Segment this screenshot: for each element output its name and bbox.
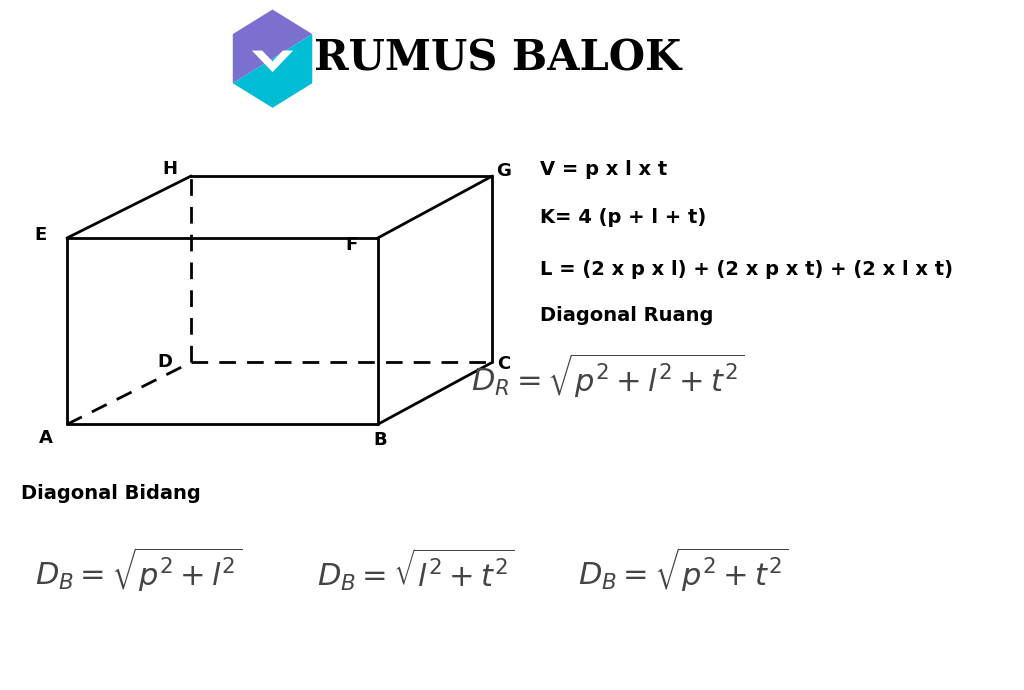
Text: A: A — [39, 429, 53, 447]
Text: H: H — [163, 160, 178, 178]
Polygon shape — [232, 34, 312, 108]
Text: G: G — [497, 162, 511, 180]
Text: $D_R = \sqrt{p^2 + l^2 + t^2}$: $D_R = \sqrt{p^2 + l^2 + t^2}$ — [471, 352, 743, 400]
Polygon shape — [252, 50, 293, 72]
Text: RUMUS BALOK: RUMUS BALOK — [313, 38, 681, 79]
Text: $D_B = \sqrt{p^2 + t^2}$: $D_B = \sqrt{p^2 + t^2}$ — [579, 545, 788, 593]
Text: D: D — [157, 353, 172, 371]
Text: F: F — [346, 236, 358, 254]
Text: $D_B = \sqrt{p^2 + l^2}$: $D_B = \sqrt{p^2 + l^2}$ — [35, 545, 243, 593]
Text: $D_B = \sqrt{l^2 + t^2}$: $D_B = \sqrt{l^2 + t^2}$ — [317, 546, 515, 593]
Text: K= 4 (p + l + t): K= 4 (p + l + t) — [541, 208, 707, 227]
Text: C: C — [498, 355, 511, 373]
Text: L = (2 x p x l) + (2 x p x t) + (2 x l x t): L = (2 x p x l) + (2 x p x t) + (2 x l x… — [541, 259, 953, 279]
Text: Diagonal Ruang: Diagonal Ruang — [541, 306, 714, 325]
Text: V = p x l x t: V = p x l x t — [541, 159, 668, 179]
Text: B: B — [374, 431, 387, 449]
Text: Diagonal Bidang: Diagonal Bidang — [22, 484, 201, 503]
Polygon shape — [232, 10, 312, 83]
Text: E: E — [34, 226, 46, 244]
